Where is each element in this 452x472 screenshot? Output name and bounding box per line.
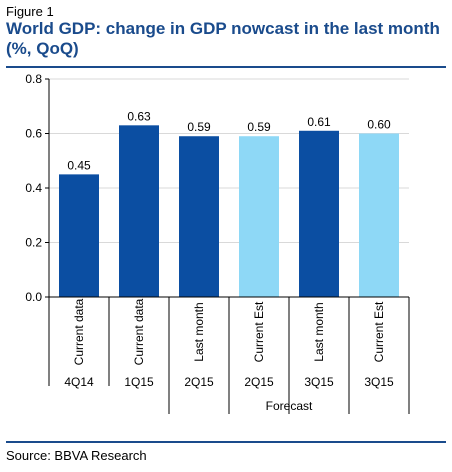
x-category-label: Last month xyxy=(312,302,326,361)
x-category-label: Current data xyxy=(72,298,86,365)
x-quarter-label: 3Q15 xyxy=(304,375,334,389)
x-quarter-label: 2Q15 xyxy=(244,375,274,389)
bar xyxy=(59,174,99,297)
bar xyxy=(179,136,219,297)
value-label: 0.59 xyxy=(247,120,271,134)
footer-divider xyxy=(6,441,446,443)
x-quarter-label: 2Q15 xyxy=(184,375,214,389)
x-category-label: Current Est xyxy=(372,301,386,362)
value-label: 0.45 xyxy=(67,158,91,172)
value-label: 0.59 xyxy=(187,120,211,134)
value-label: 0.60 xyxy=(367,118,391,132)
bar xyxy=(119,125,159,297)
x-quarter-label: 4Q14 xyxy=(64,375,94,389)
bars xyxy=(59,125,399,297)
grid-lines xyxy=(49,78,409,243)
bar-chart: 0.45 0.63 0.59 0.59 0.61 0.60 0.0 0.2 0.4 0.6 0.8… xyxy=(25,72,410,414)
value-labels: 0.45 0.63 0.59 0.59 0.61 0.60 xyxy=(67,109,391,172)
figure-label: Figure 1 xyxy=(6,4,54,19)
title-divider xyxy=(6,66,446,68)
bar xyxy=(359,133,399,297)
bar xyxy=(239,136,279,297)
value-label: 0.63 xyxy=(127,109,151,123)
x-quarter-label: 3Q15 xyxy=(364,375,394,389)
x-category-label: Current data xyxy=(132,298,146,365)
y-tick-label: 0.8 xyxy=(25,72,42,86)
axes: 0.0 0.2 0.4 0.6 0.8 Current data Current data L… xyxy=(25,72,410,414)
x-quarter-label: 1Q15 xyxy=(124,375,154,389)
x-category-label: Last month xyxy=(192,302,206,361)
x-category-label: Current Est xyxy=(252,301,266,362)
y-tick-label: 0.2 xyxy=(25,236,42,250)
bar xyxy=(299,130,339,297)
y-tick-label: 0.6 xyxy=(25,127,42,141)
source-note: Source: BBVA Research xyxy=(6,448,147,463)
y-tick-label: 0.4 xyxy=(25,181,42,195)
y-tick-label: 0.0 xyxy=(25,290,42,304)
chart-title: World GDP: change in GDP nowcast in the … xyxy=(6,19,440,58)
group-label: Forecast xyxy=(266,399,313,413)
value-label: 0.61 xyxy=(307,115,331,129)
